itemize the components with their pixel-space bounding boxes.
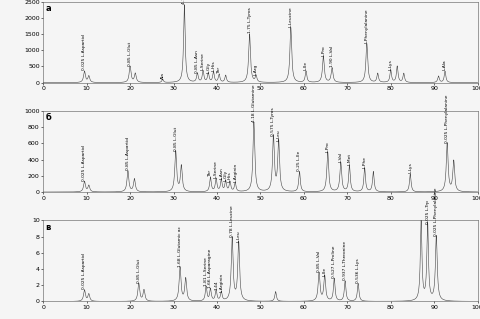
Text: 0.78 L-Leucine: 0.78 L-Leucine: [230, 206, 234, 237]
Text: 1.81 L-Serine: 1.81 L-Serine: [204, 257, 208, 286]
Text: L-Leucine: L-Leucine: [289, 6, 293, 27]
Text: L-Arg: L-Arg: [254, 64, 258, 75]
Text: 1.68 L-Glutamic ac: 1.68 L-Glutamic ac: [178, 226, 182, 267]
Text: 1.90 L-Val: 1.90 L-Val: [330, 46, 334, 67]
Text: L-Gly: L-Gly: [224, 169, 228, 181]
Text: L-Leu: L-Leu: [276, 130, 281, 141]
Text: L-Arginin: L-Arginin: [233, 163, 237, 182]
Text: 4.18 L-Glutamine: 4.18 L-Glutamine: [252, 84, 256, 122]
Text: 0.85 L-Val: 0.85 L-Val: [317, 251, 321, 272]
Text: L-Arginin: L-Arginin: [219, 272, 223, 292]
Text: L-Pro: L-Pro: [322, 45, 325, 56]
Text: 0.575 L-Tyros: 0.575 L-Tyros: [271, 108, 276, 136]
Text: 0.85 L-Glut: 0.85 L-Glut: [128, 41, 132, 66]
Text: L-Ala: L-Ala: [443, 60, 447, 70]
Text: 0.025 L-Trp: 0.025 L-Trp: [426, 200, 430, 224]
Text: a: a: [46, 4, 51, 13]
Text: L-Met: L-Met: [348, 153, 351, 165]
Text: L-Ile: L-Ile: [323, 266, 327, 276]
Text: 0.85 L-Glut: 0.85 L-Glut: [137, 259, 141, 283]
Text: L-Gly: L-Gly: [206, 62, 210, 73]
Text: L-Ile: L-Ile: [304, 61, 308, 70]
Text: 0.937 L-Threonine: 0.937 L-Threonine: [343, 241, 347, 280]
Text: L-His: L-His: [212, 61, 216, 71]
Text: 0.85 L-Aspartid: 0.85 L-Aspartid: [126, 137, 130, 170]
Text: в: в: [46, 223, 51, 232]
Text: 0.527 L-Proline: 0.527 L-Proline: [332, 245, 336, 278]
Text: б: б: [46, 114, 51, 122]
Text: Ala: Ala: [161, 72, 165, 78]
Text: L-Leu: L-Leu: [237, 231, 240, 242]
Text: L-Serine: L-Serine: [214, 160, 218, 178]
Text: L-Asn: L-Asn: [219, 167, 223, 179]
Text: 1.66 L-Asparagine: 1.66 L-Asparagine: [208, 249, 213, 288]
Text: 0.536 L-Lys: 0.536 L-Lys: [356, 258, 360, 283]
Text: L-Phe: L-Phe: [363, 156, 367, 168]
Text: L-Serine: L-Serine: [201, 53, 205, 70]
Text: 0.025 L-Phenylalanine: 0.025 L-Phenylalanine: [445, 94, 449, 143]
Text: 0.25 L-Ile: 0.25 L-Ile: [298, 151, 301, 171]
Text: L-Val: L-Val: [339, 152, 343, 162]
Text: 4.18 L-Glutamine: 4.18 L-Glutamine: [182, 0, 186, 4]
Text: 1.44: 1.44: [214, 280, 218, 290]
Text: 0.025 L-Aspartid: 0.025 L-Aspartid: [83, 253, 86, 289]
Text: L-Phenylalanine: L-Phenylalanine: [365, 8, 369, 43]
Text: L-His: L-His: [228, 171, 232, 182]
Text: 0.85 L-Asn: 0.85 L-Asn: [195, 50, 199, 73]
Text: 0.025 L-Aspartid: 0.025 L-Aspartid: [83, 34, 86, 70]
Text: L-Pro: L-Pro: [326, 141, 330, 152]
Text: Thr: Thr: [217, 67, 221, 74]
Text: L-Lys: L-Lys: [389, 59, 393, 70]
Text: L-Lys: L-Lys: [408, 163, 412, 174]
Text: 0.025 L-Aspartid: 0.025 L-Aspartid: [83, 145, 86, 181]
Text: 0.85 L-Glut: 0.85 L-Glut: [174, 126, 178, 151]
Text: 1.75 L-Tyros: 1.75 L-Tyros: [248, 7, 252, 33]
Text: 0.025 L-Phenylalanine: 0.025 L-Phenylalanine: [434, 187, 438, 236]
Text: Thr: Thr: [208, 169, 213, 177]
